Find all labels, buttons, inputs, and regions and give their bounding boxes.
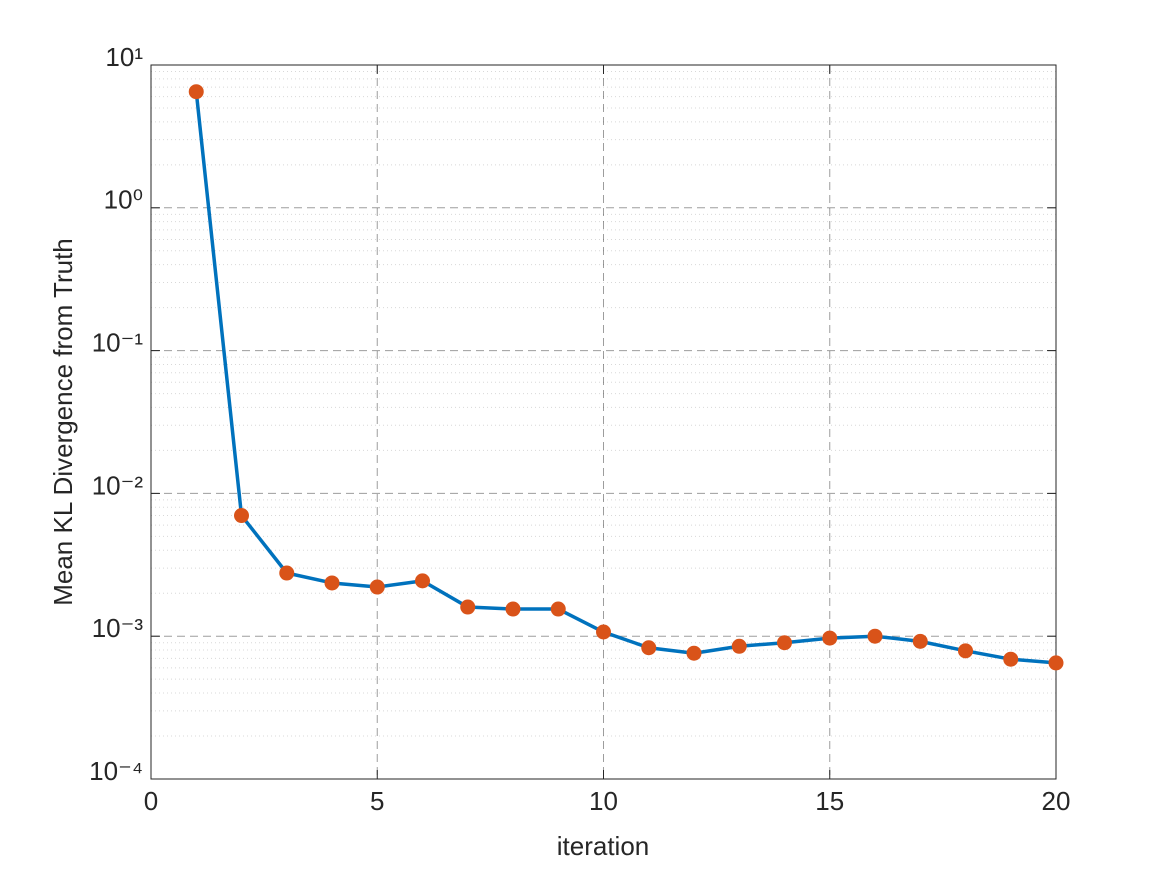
marker xyxy=(279,565,295,581)
y-axis-label: Mean KL Divergence from Truth xyxy=(48,238,78,606)
y-tick-label: 10¹ xyxy=(105,42,143,72)
x-tick-label: 15 xyxy=(815,786,844,816)
marker xyxy=(415,573,430,589)
marker xyxy=(505,601,521,617)
marker xyxy=(460,599,476,615)
marker xyxy=(958,643,973,659)
marker xyxy=(596,624,611,640)
marker xyxy=(324,575,340,591)
marker xyxy=(234,508,249,524)
marker xyxy=(369,579,385,595)
y-tick-label: 10⁻⁴ xyxy=(89,756,143,786)
marker xyxy=(867,628,883,644)
marker xyxy=(641,640,657,656)
y-tick-label: 10⁻³ xyxy=(92,613,144,643)
x-tick-label: 20 xyxy=(1042,786,1071,816)
y-tick-label: 10⁰ xyxy=(104,185,143,215)
x-tick-label: 5 xyxy=(370,786,384,816)
marker xyxy=(1003,651,1019,667)
y-tick-label: 10⁻¹ xyxy=(92,327,144,357)
marker xyxy=(822,630,838,646)
plot-frame xyxy=(150,64,1057,780)
x-tick-label: 0 xyxy=(144,786,158,816)
marker xyxy=(1048,655,1064,671)
marker xyxy=(912,633,928,649)
x-axis-label: iteration xyxy=(557,831,650,861)
x-tick-label: 10 xyxy=(589,786,618,816)
marker xyxy=(686,645,702,661)
marker xyxy=(777,635,792,651)
line xyxy=(194,91,1057,665)
marker xyxy=(550,601,566,617)
marker xyxy=(731,638,747,654)
marker xyxy=(188,84,204,100)
y-tick-label: 10⁻² xyxy=(92,470,144,500)
